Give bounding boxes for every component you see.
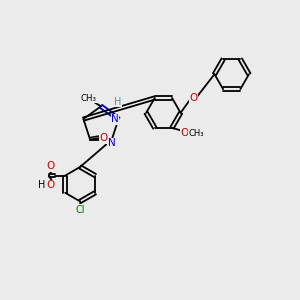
Text: O: O	[46, 180, 55, 190]
Text: N: N	[111, 114, 119, 124]
Text: CH₃: CH₃	[189, 129, 204, 138]
Text: O: O	[99, 133, 107, 143]
Text: O: O	[180, 128, 189, 138]
Text: H: H	[38, 180, 46, 190]
Text: H: H	[114, 97, 121, 107]
Text: N: N	[108, 138, 116, 148]
Text: CH₃: CH₃	[80, 94, 97, 103]
Text: O: O	[189, 93, 198, 103]
Text: O: O	[46, 161, 55, 171]
Text: Cl: Cl	[76, 205, 86, 215]
